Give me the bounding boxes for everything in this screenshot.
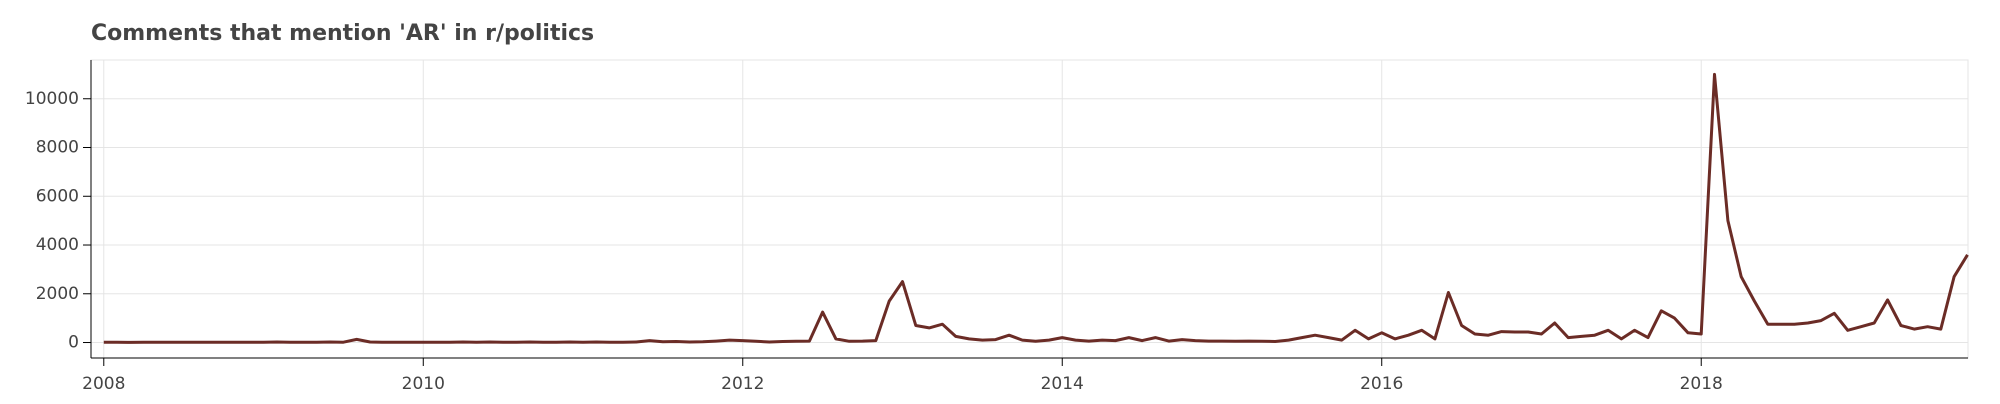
y-tick-label: 6000 xyxy=(36,186,79,206)
plot-frame xyxy=(90,59,1969,359)
x-tick-label: 2008 xyxy=(82,374,125,394)
x-tick-label: 2014 xyxy=(1041,374,1084,394)
x-tick-label: 2016 xyxy=(1360,374,1403,394)
x-tick-label: 2018 xyxy=(1680,374,1723,394)
y-tick-label: 10000 xyxy=(25,89,79,109)
line-series xyxy=(103,72,1969,344)
y-tick-label: 0 xyxy=(68,333,79,353)
x-tick-label: 2010 xyxy=(402,374,445,394)
y-tick-label: 4000 xyxy=(36,235,79,255)
y-tick-label: 2000 xyxy=(36,284,79,304)
chart-title: Comments that mention 'AR' in r/politics xyxy=(91,21,594,46)
x-tick-label: 2012 xyxy=(721,374,764,394)
y-tick-label: 8000 xyxy=(36,138,79,158)
